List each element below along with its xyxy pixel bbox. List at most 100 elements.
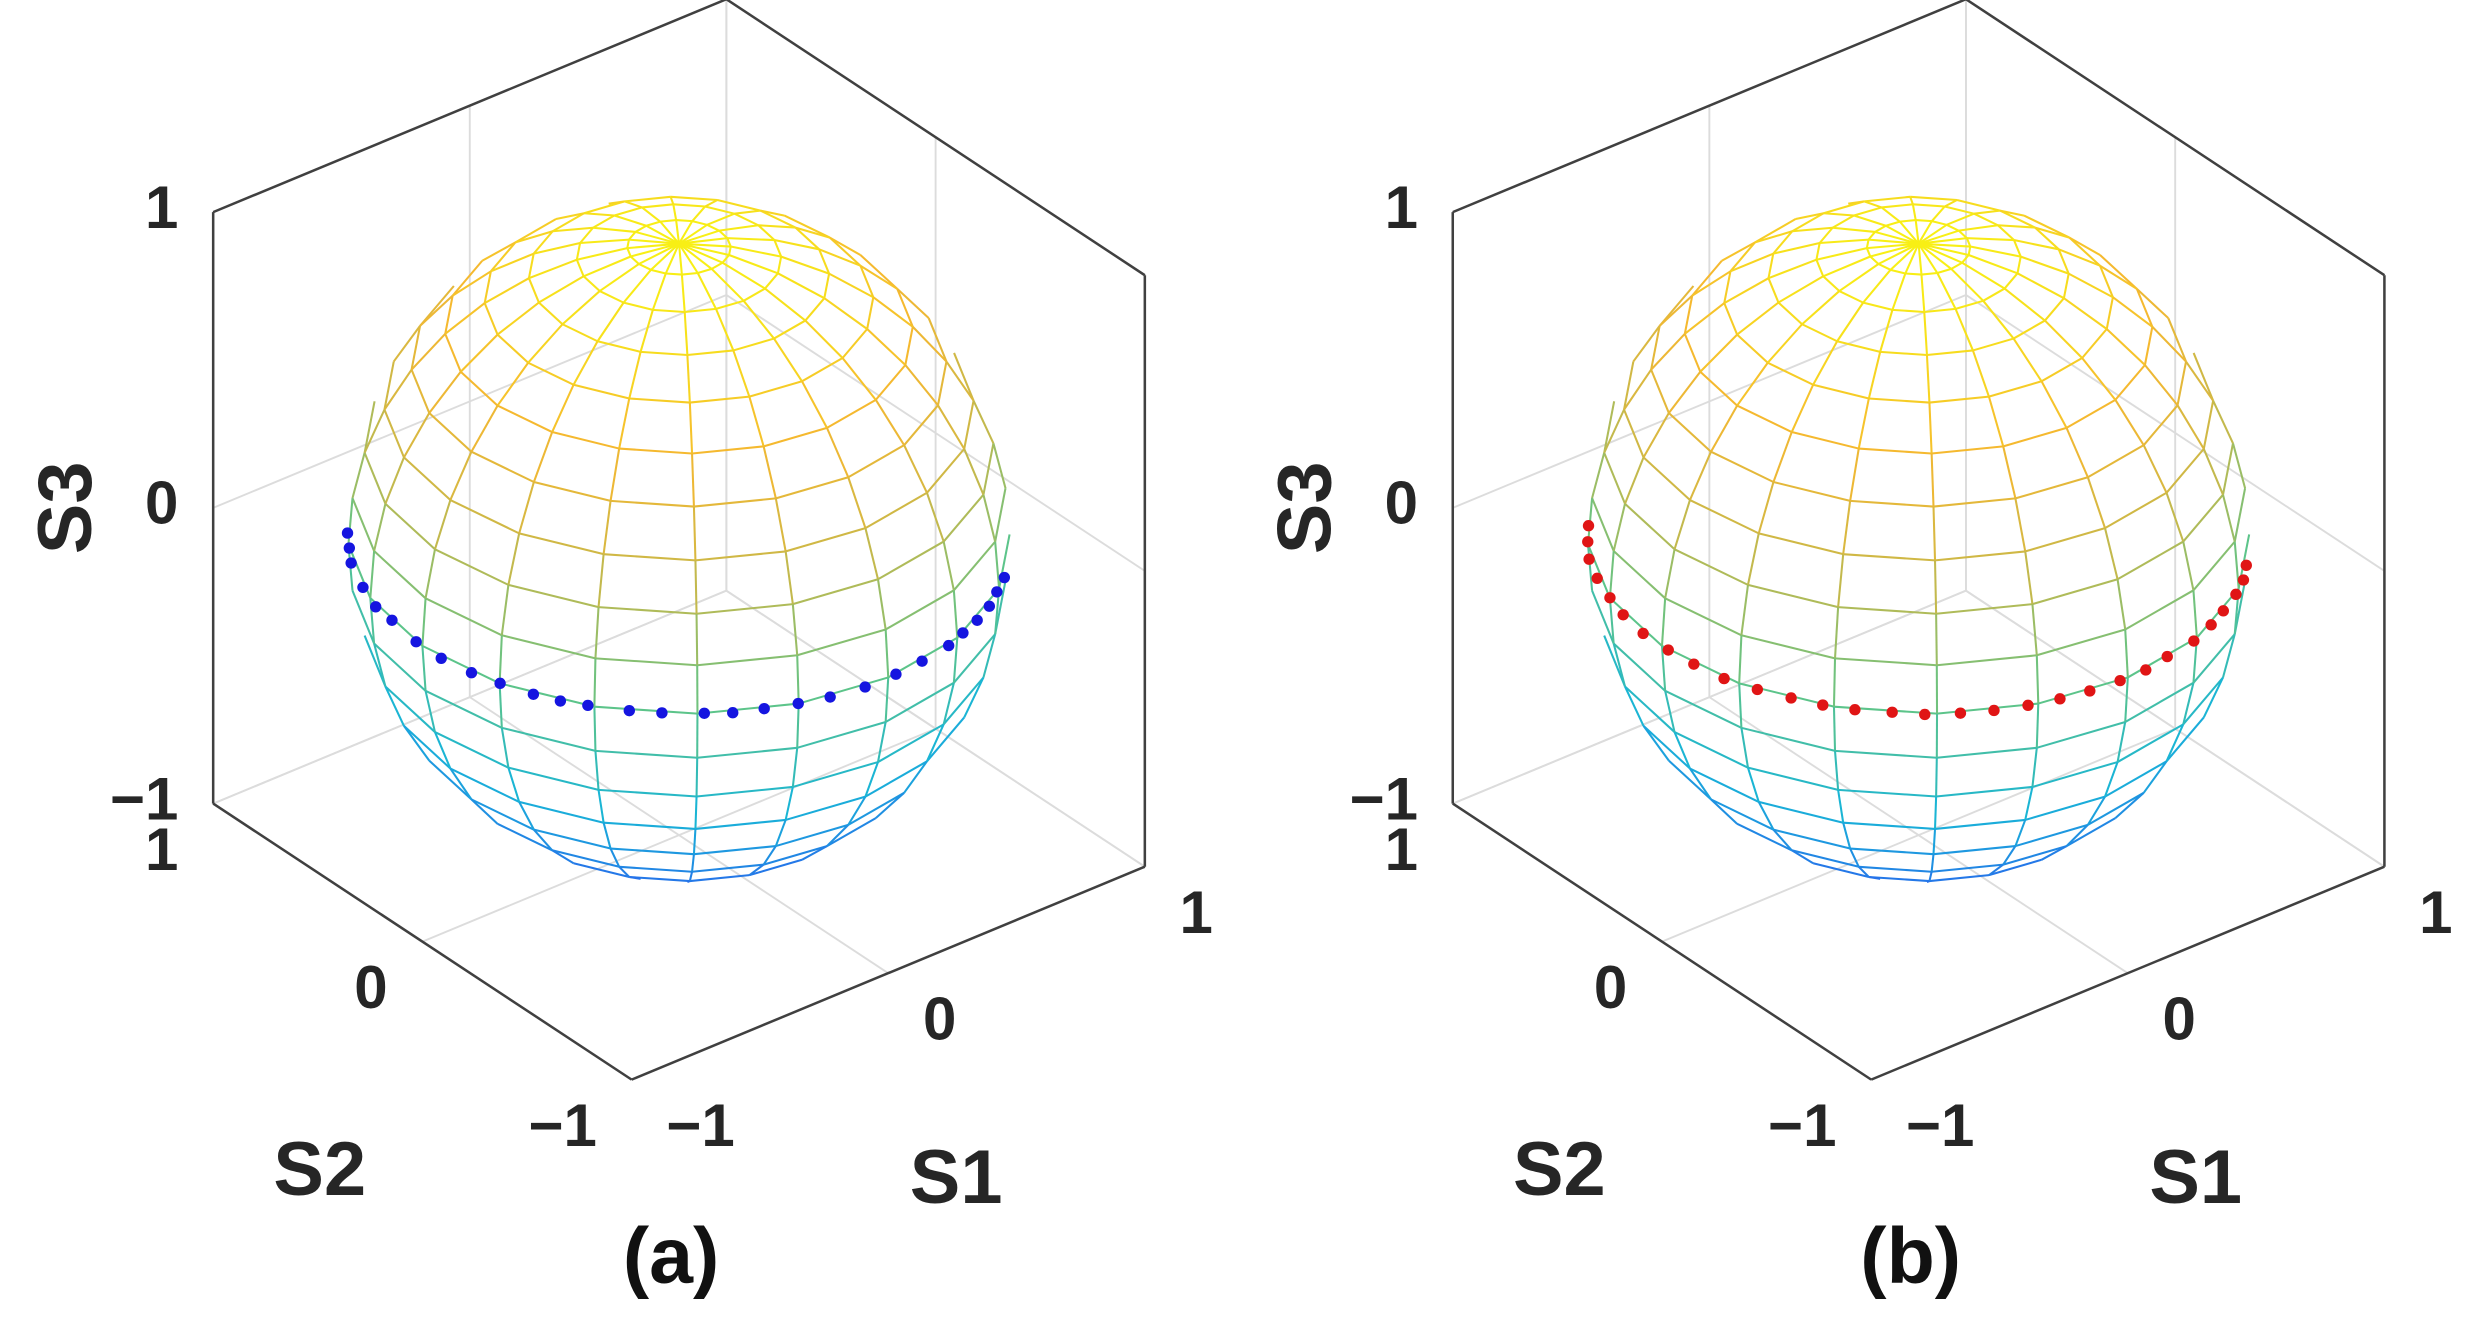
mesh-line — [1935, 613, 1938, 666]
mesh-line — [1721, 241, 1756, 262]
mesh-line — [1664, 689, 1742, 729]
mesh-line — [748, 863, 765, 876]
data-point — [1582, 536, 1594, 548]
z-tick-label: 1 — [1385, 174, 1418, 241]
mesh-line — [518, 800, 604, 824]
mesh-line — [403, 725, 431, 762]
mesh-line — [903, 760, 928, 794]
mesh-line — [2192, 352, 2215, 402]
mesh-line — [2041, 845, 2068, 861]
data-point — [2161, 650, 2173, 663]
mesh-line — [1917, 243, 1939, 274]
mesh-line — [1936, 746, 2037, 759]
mesh-line — [1822, 255, 1871, 278]
mesh-line — [764, 287, 806, 322]
mesh-line — [626, 247, 632, 257]
mesh-line — [1740, 727, 1749, 768]
mesh-line — [1879, 309, 1894, 353]
mesh-line — [1699, 333, 1738, 373]
mesh-line — [527, 323, 564, 364]
mesh-line — [1834, 749, 1937, 759]
mesh-line — [804, 319, 844, 359]
mesh-line — [2202, 677, 2224, 718]
mesh-line — [1933, 796, 1938, 829]
mesh-line — [425, 689, 503, 729]
data-point — [824, 691, 836, 703]
mesh-line — [483, 302, 499, 335]
y-tick-label: 1 — [145, 816, 178, 883]
mesh-line — [992, 442, 1007, 489]
data-point — [698, 707, 710, 719]
mesh-line — [599, 290, 625, 304]
mesh-line — [1838, 788, 1937, 798]
mesh-line — [2014, 819, 2027, 847]
mesh-line — [1689, 451, 1712, 501]
data-point — [1582, 520, 1595, 532]
z-tick-label: −1 — [110, 765, 178, 832]
mesh-line — [942, 676, 985, 726]
z-tick-label: 0 — [145, 470, 178, 537]
mesh-line — [1868, 875, 1881, 880]
mesh-line — [403, 456, 452, 501]
mesh-line — [1673, 731, 1691, 769]
mesh-line — [795, 226, 831, 239]
data-point — [656, 707, 668, 719]
mesh-line — [2057, 248, 2070, 275]
mesh-line — [1623, 409, 1645, 458]
mesh-line — [1754, 218, 1797, 244]
mesh-line — [2086, 476, 2106, 529]
mesh-line — [1623, 369, 1652, 411]
mesh-line — [1968, 254, 2018, 275]
mesh-line — [421, 644, 501, 685]
mesh-line — [650, 268, 667, 275]
data-point — [1954, 707, 1967, 719]
mesh-line — [1867, 231, 1876, 241]
mesh-line — [1736, 333, 1769, 364]
mesh-line — [552, 212, 585, 233]
mesh-line — [1738, 635, 1743, 684]
mesh-line — [2182, 676, 2224, 726]
mesh-line — [2044, 297, 2065, 322]
mesh-line — [1832, 226, 1876, 233]
mesh-line — [2114, 399, 2145, 446]
mesh-line — [1880, 206, 1901, 223]
mesh-line — [763, 845, 828, 866]
mesh-line — [373, 643, 387, 687]
mesh-line — [1931, 445, 2004, 455]
mesh-line — [2114, 364, 2146, 401]
mesh-line — [695, 613, 699, 666]
mesh-line — [433, 499, 452, 550]
mesh-line — [1683, 295, 1694, 335]
mesh-line — [1664, 690, 1676, 733]
mesh-line — [1918, 229, 1960, 245]
mesh-line — [1874, 224, 1887, 233]
mesh-line — [449, 499, 520, 535]
mesh-line — [2124, 629, 2129, 678]
mesh-line — [896, 288, 930, 319]
mesh-line — [484, 277, 530, 305]
mesh-line — [583, 212, 615, 217]
mesh-line — [2032, 761, 2118, 788]
mesh-line — [875, 792, 905, 819]
mesh-line — [363, 635, 387, 687]
mesh-line — [1850, 499, 1934, 508]
data-point — [2084, 685, 2096, 697]
mesh-line — [444, 295, 454, 335]
mesh-line — [673, 203, 706, 208]
x-tick-label: 1 — [2419, 879, 2452, 946]
mesh-line — [711, 261, 724, 270]
mesh-line — [434, 548, 509, 586]
mesh-line — [785, 795, 866, 821]
mesh-line — [497, 822, 553, 852]
mesh-line — [538, 301, 564, 326]
mesh-line — [460, 370, 499, 407]
mesh-line — [1931, 863, 2004, 873]
mesh-line — [826, 427, 850, 478]
mesh-line — [1658, 294, 1693, 327]
mesh-line — [1819, 238, 1869, 245]
mesh-line — [773, 239, 783, 257]
data-point — [494, 677, 506, 690]
mesh-line — [866, 328, 907, 366]
mesh-line — [1791, 849, 1859, 868]
mesh-line — [1936, 654, 2037, 667]
